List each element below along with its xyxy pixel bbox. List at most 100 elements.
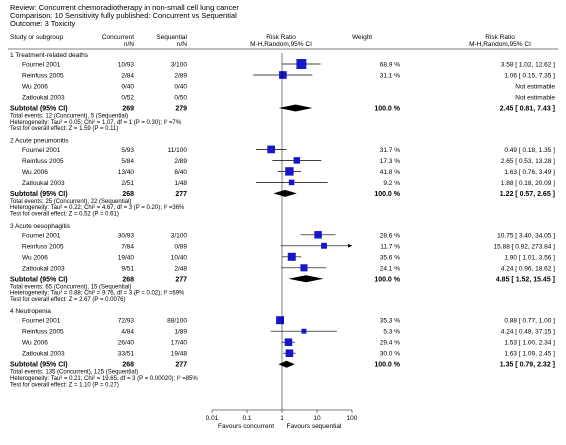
subgroup-note: Heterogeneity: Tau² = 0.21; Chi² = 19.65…: [10, 376, 198, 382]
subgroup-note: Test for overall effect: Z = 1.10 (P = 0…: [10, 382, 119, 388]
subtotal-concurrent-n: 268: [122, 276, 134, 283]
plot-body: 1 Treatment-related deaths Fournel 2001 10…: [10, 52, 555, 388]
subgroup-note: Test for overall effect: Z = 0.52 (P = 0…: [10, 212, 119, 218]
concurrent-events: 0/40: [121, 84, 134, 91]
sequential-events: 0/50: [174, 95, 187, 102]
study-effect-ci: 1.63 [ 0.76, 3.49 ]: [504, 169, 555, 176]
study-effect-ci: 2.65 [ 0.53, 13.28 ]: [501, 158, 555, 165]
tick-label: 1: [280, 415, 284, 422]
study-effect-ci: 1.53 [ 1.00, 2.34 ]: [504, 340, 555, 347]
subtotal-effect-ci: 1.22 [ 0.57, 2.65 ]: [500, 191, 555, 198]
study-name: Wu 2006: [22, 254, 48, 261]
study-weight: 31.7 %: [380, 147, 400, 154]
study-name: Zatloukal 2003: [22, 265, 65, 272]
sequential-events: 0/89: [174, 243, 187, 250]
subgroup-title: 3 Acute oesophagitis: [10, 223, 71, 230]
concurrent-events: 13/40: [118, 169, 135, 176]
sequential-events: 3/100: [171, 232, 188, 239]
sequential-events: 2/89: [174, 73, 187, 80]
effect-square: [301, 328, 307, 334]
study-name: Zatloukal 2003: [22, 351, 65, 358]
study-effect-ci: 1.88 [ 0.18, 20.09 ]: [501, 180, 555, 187]
study-name: Wu 2006: [22, 84, 48, 91]
study-effect-ci: 1.06 [ 0.15, 7.35 ]: [504, 73, 555, 80]
study-name: Zatloukal 2003: [22, 95, 65, 102]
study-name: Fournel 2001: [22, 318, 61, 325]
subgroup-note: Heterogeneity: Tau² = 0.88; Chi² = 9.76,…: [10, 291, 185, 297]
concurrent-events: 5/84: [121, 158, 134, 165]
subtotal-effect-ci: 1.35 [ 0.79, 2.32 ]: [500, 362, 555, 369]
study-effect-ci: 10.75 [ 3.40, 34.05 ]: [497, 232, 555, 239]
effect-square: [287, 252, 296, 261]
study-weight: 5.3 %: [383, 329, 400, 336]
study-weight: 68.9 %: [380, 62, 400, 69]
outcome-title: Outcome: 3 Toxicity: [10, 19, 76, 28]
subtotal-weight: 100.0 %: [374, 106, 400, 113]
study-effect-ci: 4.24 [ 0.96, 18.62 ]: [501, 265, 555, 272]
study-weight: 17.3 %: [380, 158, 400, 165]
study-name: Fournel 2001: [22, 147, 61, 154]
concurrent-column-header: Concurrent: [102, 34, 134, 41]
study-column-header: Study or subgroup: [10, 34, 64, 41]
sequential-column-header: Sequential: [156, 34, 187, 41]
subgroup-title: 4 Neutropenia: [10, 308, 51, 315]
study-weight: 28.6 %: [380, 232, 400, 239]
study-effect-ci: Not estimable: [515, 84, 555, 91]
study-weight: 29.4 %: [380, 340, 400, 347]
subtotal-weight: 100.0 %: [374, 276, 400, 283]
plot-header: Review: Concurrent chemoradiotherapy in …: [10, 3, 239, 28]
study-effect-ci: 0.88 [ 0.77, 1.00 ]: [504, 318, 555, 325]
sequential-events: 3/100: [171, 62, 188, 69]
sequential-events: 2/89: [174, 158, 187, 165]
effect-square: [276, 316, 285, 325]
study-effect-ci: 3.58 [ 1.02, 12.62 ]: [501, 62, 555, 69]
study-name: Fournel 2001: [22, 62, 61, 69]
study-weight: 35.3 %: [380, 318, 400, 325]
concurrent-events: 19/40: [118, 254, 135, 261]
sequential-events: 2/48: [174, 265, 187, 272]
subgroup-note: Test for overall effect: Z = 2.67 (P = 0…: [10, 297, 126, 303]
subgroup-note: Heterogeneity: Tau² = 0.22; Chi² = 4.67,…: [10, 205, 185, 211]
subtotal-concurrent-n: 268: [122, 362, 134, 369]
study-weight: 9.2 %: [383, 180, 400, 187]
subtotal-label: Subtotal (95% CI): [10, 362, 68, 369]
subtotal-diamond: [278, 104, 313, 112]
study-name: Fournel 2001: [22, 232, 61, 239]
subtotal-sequential-n: 277: [175, 191, 187, 198]
subtotal-weight: 100.0 %: [374, 191, 400, 198]
concurrent-events: 7/84: [121, 243, 134, 250]
study-effect-ci: 0.49 [ 0.18, 1.35 ]: [504, 147, 555, 154]
subtotal-label: Subtotal (95% CI): [10, 276, 68, 283]
tick-label: 10: [313, 415, 321, 422]
subtotal-diamond: [273, 189, 297, 197]
tick-label: 100: [347, 415, 358, 422]
concurrent-events: 30/93: [118, 232, 135, 239]
sequential-events: 88/100: [167, 318, 187, 325]
sequential-events: 10/40: [171, 254, 188, 261]
review-title: Review: Concurrent chemoradiotherapy in …: [10, 3, 239, 12]
subgroup-note: Total events: 12 (Concurrent), 5 (Sequen…: [10, 114, 128, 120]
sequential-events: 19/48: [171, 351, 188, 358]
concurrent-events: 10/93: [118, 62, 135, 69]
favours-left-label: Favours concurrent: [218, 423, 274, 430]
column-headers: Study or subgroup Concurrent n/N Sequent…: [10, 34, 531, 48]
sequential-events: 1/89: [174, 329, 187, 336]
sequential-events: 0/40: [174, 84, 187, 91]
concurrent-events: 2/51: [121, 180, 134, 187]
study-weight: 41.8 %: [380, 169, 400, 176]
concurrent-events: 0/52: [121, 95, 134, 102]
effect-square: [296, 59, 307, 69]
effect-square: [279, 71, 287, 79]
ci-arrow: [348, 243, 352, 248]
risk-ratio-plot-header: Risk Ratio: [266, 34, 296, 41]
study-name: Reinfuss 2005: [22, 73, 64, 80]
subgroup-note: Total events: 65 (Concurrent), 15 (Seque…: [10, 284, 131, 290]
study-weight: 24.1 %: [380, 265, 400, 272]
tick-label: 0.1: [242, 415, 251, 422]
sequential-events: 1/48: [174, 180, 187, 187]
study-effect-ci: 1.63 [ 1.09, 2.45 ]: [504, 351, 555, 358]
subgroup-note: Total events: 25 (Concurrent), 22 (Seque…: [10, 199, 131, 205]
x-axis: 0.01 0.1 1 10 100 Favours concurrent Favours s…: [206, 53, 358, 430]
subgroup-note: Heterogeneity: Tau² = 0.05; Chi² = 1.07,…: [10, 120, 182, 126]
subgroup-note: Total events: 135 (Concurrent), 125 (Seq…: [10, 370, 138, 376]
